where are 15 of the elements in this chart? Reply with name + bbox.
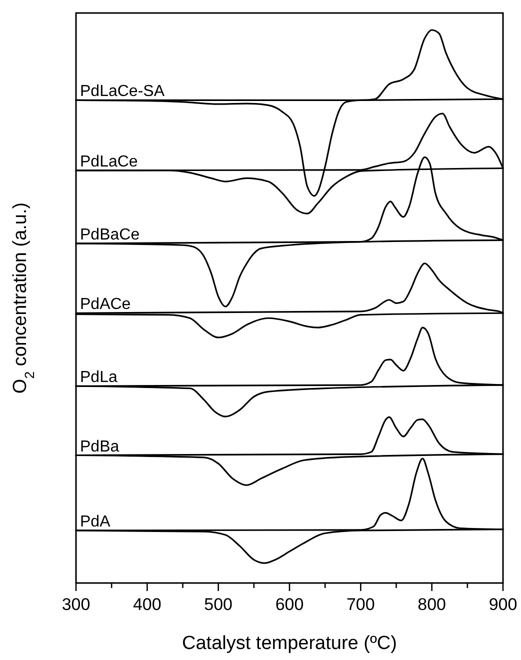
series-label: PdLa (80, 369, 118, 386)
x-axis-title: Catalyst temperature (ºC) (182, 633, 397, 654)
series-label: PdLaCe (80, 153, 138, 170)
x-tick-label: 300 (62, 595, 90, 614)
x-tick-label: 400 (132, 595, 162, 614)
series-label: PdA (80, 513, 111, 530)
x-tick-label: 800 (418, 595, 446, 614)
series-label: PdBa (80, 438, 120, 456)
x-tick-label: 500 (204, 595, 233, 614)
series-label: PdLaCe-SA (80, 83, 165, 100)
x-tick-label: 700 (346, 595, 375, 614)
series-label: PdACe (80, 296, 131, 314)
series-label: PdBaCe (80, 226, 140, 244)
x-tick-label: 900 (488, 595, 518, 614)
x-tick-label: 600 (275, 595, 304, 614)
